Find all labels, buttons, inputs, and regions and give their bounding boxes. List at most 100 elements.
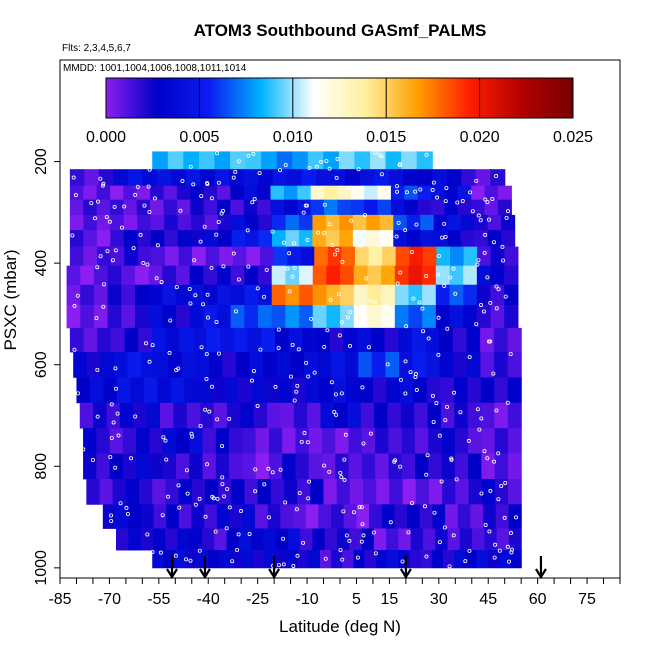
measurement-dot — [309, 316, 314, 321]
measurement-dot — [453, 291, 458, 296]
measurement-dot — [146, 184, 151, 189]
measurement-dot — [119, 225, 124, 230]
measurement-dot — [296, 347, 301, 352]
heatmap-cell — [467, 402, 482, 429]
heatmap-cell — [229, 453, 243, 480]
colorbar-tick-label: 0.020 — [460, 129, 500, 146]
heatmap-cell — [340, 305, 355, 329]
measurement-dot — [359, 539, 364, 544]
measurement-dot — [398, 464, 403, 469]
heatmap-cell — [329, 327, 344, 353]
heatmap-cell — [331, 550, 343, 569]
measurement-dot — [339, 391, 344, 396]
heatmap-cell — [428, 453, 443, 480]
heatmap-cell — [372, 377, 388, 404]
measurement-dot — [481, 309, 486, 314]
heatmap-cell — [86, 352, 101, 378]
measurement-dot — [394, 189, 399, 194]
heatmap-cell — [470, 504, 484, 529]
heatmap-cell — [107, 284, 122, 306]
heatmap-cell — [398, 327, 413, 353]
measurement-dot — [150, 550, 155, 555]
measurement-dot — [360, 385, 365, 390]
heatmap-cell — [379, 230, 394, 248]
measurement-dot — [233, 309, 238, 314]
heatmap-cell — [261, 151, 278, 170]
measurement-dot — [467, 548, 472, 553]
measurement-dot — [147, 210, 152, 215]
heatmap-cell — [191, 478, 206, 505]
heatmap-cell — [360, 402, 375, 429]
heatmap-cell — [204, 478, 219, 505]
measurement-dot — [131, 246, 136, 251]
heatmap-cell — [359, 169, 375, 187]
measurement-dot — [203, 407, 208, 412]
heatmap-cell — [354, 151, 371, 170]
heatmap-cell — [219, 550, 232, 569]
heatmap-cell — [350, 185, 365, 201]
heatmap-cell — [402, 478, 417, 505]
heatmap-cell — [459, 528, 473, 551]
heatmap-cell — [252, 550, 265, 569]
measurement-dot — [506, 559, 511, 564]
heatmap-cell — [282, 453, 297, 480]
measurement-dot — [199, 345, 204, 350]
heatmap-cell — [175, 284, 191, 306]
measurement-dot — [285, 266, 290, 271]
measurement-dot — [270, 470, 275, 475]
measurement-dot — [292, 398, 297, 403]
heatmap-cell — [230, 305, 245, 329]
measurement-dot — [340, 259, 345, 264]
heatmap-cell — [178, 478, 193, 505]
colorbar: 0.000 0.005 0.010 0.015 0.020 0.025 — [86, 77, 593, 146]
heatmap-cell — [127, 169, 143, 187]
measurement-dot — [368, 298, 373, 303]
heatmap-cell — [200, 169, 216, 187]
heatmap-cell — [406, 230, 421, 248]
measurement-dot — [93, 216, 98, 221]
heatmap-cell — [189, 265, 204, 286]
heatmap-cell — [66, 305, 81, 329]
measurement-dot — [107, 219, 112, 224]
measurement-dot — [335, 248, 340, 253]
measurement-dot — [494, 408, 499, 413]
heatmap-cell — [203, 284, 218, 306]
heatmap-cell — [242, 453, 257, 480]
heatmap-cell — [326, 265, 341, 286]
heatmap-cell — [507, 377, 522, 404]
heatmap-cell — [420, 230, 435, 248]
heatmap-cell — [226, 528, 240, 551]
heatmap-cell — [444, 185, 459, 201]
heatmap-cell — [317, 352, 332, 378]
measurement-dots — [70, 150, 519, 569]
heatmap-cell — [123, 214, 138, 231]
heatmap-cell — [395, 246, 410, 267]
heatmap-cell — [201, 528, 215, 551]
measurement-dot — [404, 324, 409, 329]
measurement-dot — [492, 459, 497, 464]
measurement-dot — [364, 276, 369, 281]
heatmap-cell — [394, 305, 410, 329]
heatmap-cell — [373, 528, 387, 551]
dates-label: MMDD: 1001,1004,1006,1008,1011,1014 — [63, 63, 247, 74]
measurement-dot — [445, 404, 450, 409]
heatmap-cell — [164, 214, 179, 231]
measurement-dot — [504, 215, 509, 220]
heatmap-cell — [83, 428, 97, 454]
heatmap-cell — [312, 214, 327, 231]
heatmap-cell — [318, 504, 332, 529]
measurement-dot — [394, 234, 399, 239]
heatmap-cell — [326, 305, 341, 329]
heatmap-cell — [490, 265, 505, 286]
measurement-dot — [494, 174, 499, 179]
measurement-dot — [476, 258, 481, 263]
heatmap-cell — [133, 402, 148, 429]
heatmap-cell — [165, 478, 180, 505]
measurement-dot — [451, 533, 456, 538]
heatmap-cell — [460, 230, 475, 248]
measurement-dot — [388, 520, 393, 525]
measurement-dot — [334, 412, 339, 417]
measurement-dot — [379, 172, 384, 177]
measurement-dot — [215, 496, 220, 501]
heatmap-cell — [364, 185, 379, 201]
